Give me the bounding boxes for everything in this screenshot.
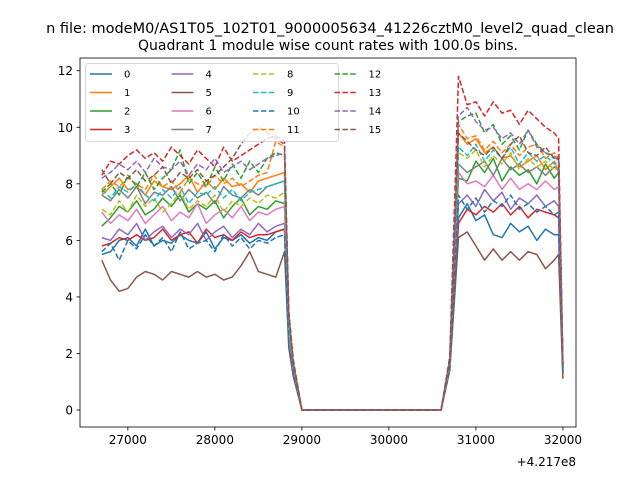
legend-label: 9	[287, 88, 293, 99]
series-lines	[101, 75, 564, 411]
y-tick-label: 12	[58, 64, 73, 78]
legend-label: 3	[124, 125, 130, 136]
series-line-4	[101, 188, 564, 411]
y-tick-label: 4	[65, 290, 73, 304]
series-line-14	[101, 106, 564, 411]
series-line-11	[101, 123, 564, 411]
legend-label: 14	[369, 107, 382, 118]
series-line-10	[101, 194, 564, 411]
chart-title: Quadrant 1 module wise count rates with …	[138, 38, 518, 54]
x-tick-label: 29000	[283, 433, 321, 447]
series-line-9	[101, 143, 564, 411]
legend-label: 1	[124, 88, 130, 99]
y-tick-label: 10	[58, 121, 73, 135]
y-tick-label: 6	[65, 234, 73, 248]
x-tick-label: 30000	[370, 433, 408, 447]
legend-label: 0	[124, 70, 130, 81]
series-line-15	[101, 126, 564, 411]
legend-box	[85, 63, 339, 142]
legend-label: 6	[206, 107, 212, 118]
y-tick-label: 8	[65, 177, 73, 191]
figure-suptitle: n file: modeM0/AS1T05_102T01_9000005634_…	[46, 21, 614, 37]
x-tick-label: 28000	[196, 433, 234, 447]
x-tick-label: 27000	[109, 433, 147, 447]
series-line-7	[101, 157, 564, 411]
legend-label: 13	[369, 88, 382, 99]
legend-label: 7	[206, 125, 212, 136]
legend-label: 4	[206, 70, 212, 81]
legend-label: 11	[287, 125, 300, 136]
x-tick-label: 32000	[544, 433, 582, 447]
series-line-2	[101, 157, 564, 411]
legend-label: 8	[287, 70, 293, 81]
series-line-6	[101, 171, 564, 411]
y-tick-label: 0	[65, 404, 73, 418]
legend-label: 12	[369, 70, 382, 81]
y-tick-label: 2	[65, 347, 73, 361]
plot-frame	[79, 57, 577, 428]
legend-label: 2	[124, 107, 130, 118]
x-axis-offset-label: +4.217e8	[517, 455, 576, 469]
x-tick-label: 31000	[457, 433, 495, 447]
legend-label: 5	[206, 88, 212, 99]
series-line-12	[101, 112, 564, 411]
legend-label: 15	[369, 125, 382, 136]
series-line-5	[101, 231, 564, 411]
series-line-0	[101, 202, 564, 411]
legend-label: 10	[287, 107, 300, 118]
